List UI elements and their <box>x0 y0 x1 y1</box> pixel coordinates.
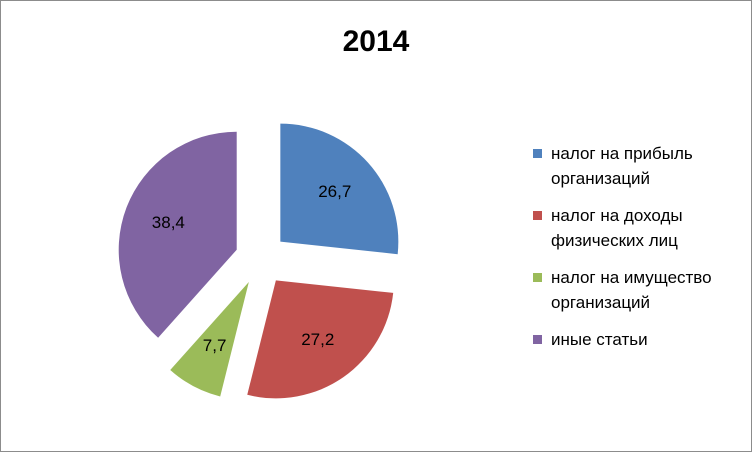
data-label: 38,4 <box>152 213 185 232</box>
legend-entry: иные статьи <box>533 327 731 352</box>
legend-entry: налог на имущество организаций <box>533 265 731 315</box>
data-label: 26,7 <box>318 182 351 201</box>
legend-swatch <box>533 273 542 282</box>
pie-slice <box>247 280 394 399</box>
chart-title: 2014 <box>343 25 410 58</box>
legend: налог на прибыль организаций налог на дох… <box>533 141 733 364</box>
data-label: 7,7 <box>203 336 227 355</box>
pie-slice <box>118 131 237 338</box>
legend-swatch <box>533 335 542 344</box>
legend-label: налог на прибыль организаций <box>551 144 693 188</box>
legend-label: налог на доходы физических лиц <box>551 206 683 250</box>
legend-entry: налог на прибыль организаций <box>533 141 731 191</box>
legend-entry: налог на доходы физических лиц <box>533 203 731 253</box>
pie-slice <box>280 123 399 255</box>
pie-slice <box>170 281 249 397</box>
legend-label: налог на имущество организаций <box>551 268 712 312</box>
legend-label: иные статьи <box>551 330 648 349</box>
data-label: 27,2 <box>301 330 334 349</box>
legend-swatch <box>533 211 542 220</box>
legend-swatch <box>533 149 542 158</box>
